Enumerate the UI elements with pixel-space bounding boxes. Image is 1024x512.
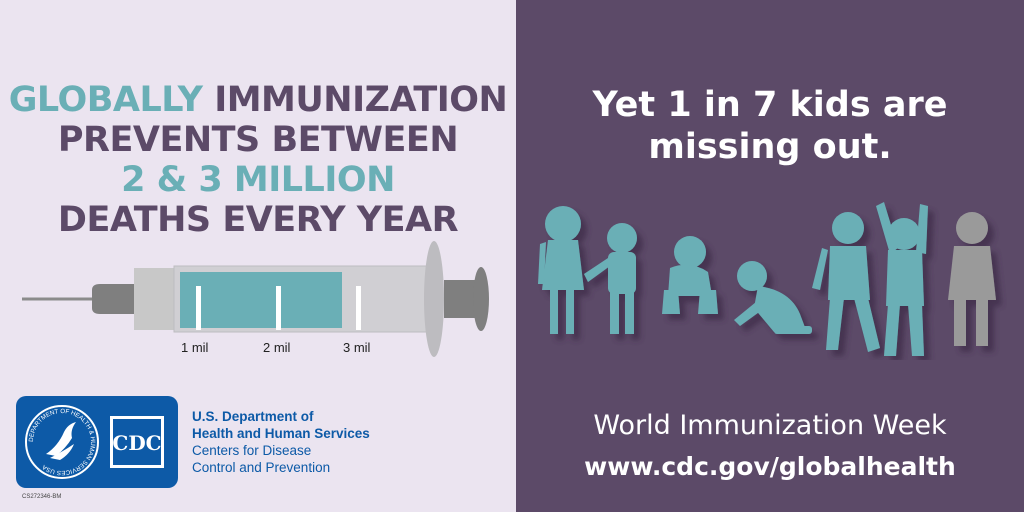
agency-line-3: Centers for Disease xyxy=(192,443,312,458)
tick-label-3: 3 mil xyxy=(343,340,371,355)
kid-silhouette-3 xyxy=(662,236,718,314)
headline-line-2: PREVENTS BETWEEN xyxy=(57,120,459,160)
syringe-tip xyxy=(92,284,134,314)
agency-line-2: Health and Human Services xyxy=(192,426,370,441)
headline-immunization: IMMUNIZATION xyxy=(214,80,508,120)
headline-line-1: GLOBALLY IMMUNIZATION xyxy=(0,80,516,120)
kid-silhouette-6 xyxy=(876,202,928,356)
syringe-tick-2 xyxy=(276,286,281,330)
syringe-plunger-head xyxy=(473,267,489,331)
cdc-mark-text: CDC xyxy=(112,431,161,455)
syringe-tick-1 xyxy=(196,286,201,330)
headline-line-3: 2 & 3 MILLION xyxy=(121,160,395,200)
tagline: Yet 1 in 7 kids are missing out. xyxy=(516,84,1024,168)
syringe-hub xyxy=(134,268,174,330)
kids-illustration xyxy=(538,202,996,356)
syringe-plunger-rod xyxy=(444,280,478,318)
agency-line-4: Control and Prevention xyxy=(192,460,331,475)
kid-silhouette-missing xyxy=(948,212,996,346)
tagline-line-2: missing out. xyxy=(648,127,892,167)
tick-label-1: 1 mil xyxy=(181,340,209,355)
syringe-graphic xyxy=(22,241,489,357)
agency-line-1: U.S. Department of xyxy=(192,409,314,424)
kid-silhouette-1 xyxy=(538,206,584,334)
syringe-fill-level xyxy=(180,272,342,328)
syringe-flange xyxy=(424,241,444,357)
tick-label-2: 2 mil xyxy=(263,340,291,355)
right-panel xyxy=(516,0,1024,512)
agency-name: U.S. Department of Health and Human Serv… xyxy=(192,408,370,476)
cdc-url-link[interactable]: www.cdc.gov/globalhealth xyxy=(584,452,956,481)
kid-silhouette-5 xyxy=(812,212,880,352)
headline-line-4: DEATHS EVERY YEAR xyxy=(57,200,459,240)
event-name: World Immunization Week xyxy=(593,410,947,441)
document-code: CS272346-BM xyxy=(22,494,62,500)
hhs-seal-ring xyxy=(25,405,99,479)
headline-globally: GLOBALLY xyxy=(8,80,203,120)
kid-silhouette-2 xyxy=(584,223,637,334)
kid-silhouette-4 xyxy=(734,261,812,334)
hhs-eagle-icon xyxy=(46,422,76,456)
tagline-line-1: Yet 1 in 7 kids are xyxy=(592,85,948,125)
headline: GLOBALLY IMMUNIZATION PREVENTS BETWEEN 2… xyxy=(0,80,516,240)
syringe-tick-3 xyxy=(356,286,361,330)
hhs-cdc-logo: DEPARTMENT OF HEALTH & HUMAN SERVICES US… xyxy=(16,396,178,488)
